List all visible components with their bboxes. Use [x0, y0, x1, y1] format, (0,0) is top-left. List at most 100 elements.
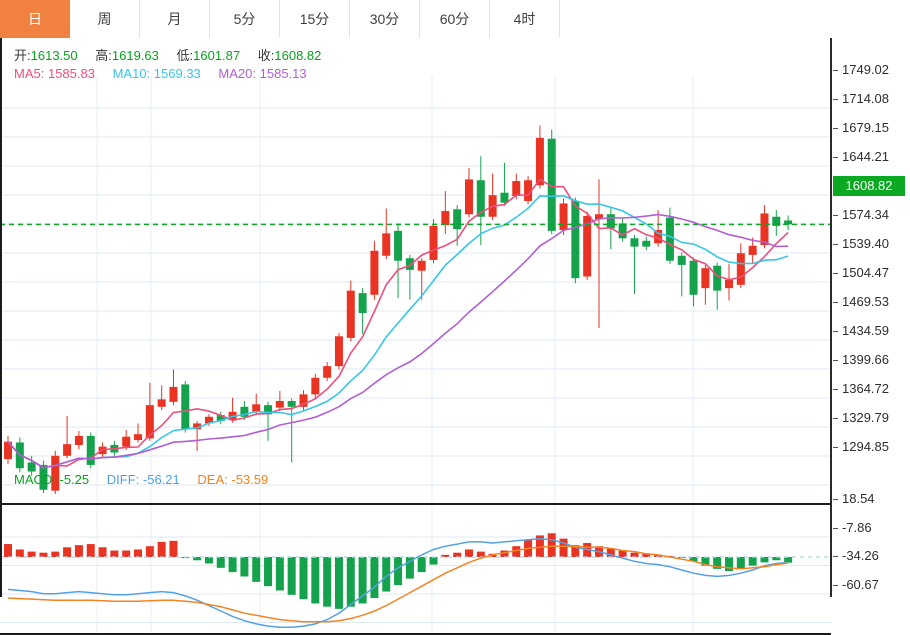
tab-week[interactable]: 周	[70, 0, 140, 38]
macd-axis-label: -60.67	[832, 577, 879, 593]
candle-body	[713, 265, 722, 291]
candle-body	[677, 255, 686, 265]
price-axis-label: 1574.34	[832, 207, 889, 223]
price-axis-label: 1714.08	[832, 91, 889, 107]
high-value: 1619.63	[111, 48, 159, 63]
macd-bar	[441, 554, 450, 558]
candle-body	[748, 245, 757, 255]
candle-body	[4, 441, 12, 460]
macd-bar	[713, 557, 722, 569]
macd-bar	[252, 557, 261, 582]
macd-bar	[476, 551, 485, 558]
chart-left-border	[0, 38, 2, 597]
macd-bar	[145, 546, 154, 558]
ma10-label: MA10:	[112, 66, 151, 81]
candle-body	[630, 238, 639, 247]
price-axis: 1608.82 1749.02 1714.08 1679.15 1644.21 1574…	[832, 38, 910, 599]
candle-body	[63, 444, 72, 456]
price-axis-label: 1504.47	[832, 265, 889, 281]
dea-value: -53.59	[231, 472, 269, 487]
ma10-value: 1569.33	[153, 66, 201, 81]
candle-body	[287, 401, 296, 407]
macd-bar	[606, 548, 615, 558]
macd-label: MACD:	[14, 472, 56, 487]
price-axis-label: 1399.66	[832, 352, 889, 368]
tab-30min[interactable]: 30分	[350, 0, 420, 38]
price-axis-label: 1644.21	[832, 149, 889, 165]
tab-15min[interactable]: 15分	[280, 0, 350, 38]
macd-bar	[394, 557, 403, 586]
macd-bar	[618, 550, 627, 558]
macd-bar	[642, 553, 651, 558]
macd-bar	[15, 549, 24, 558]
macd-bar	[429, 557, 438, 565]
macd-bar	[772, 557, 781, 561]
ma20-value: 1585.13	[259, 66, 307, 81]
candle-body	[358, 293, 367, 314]
macd-bar	[334, 557, 343, 609]
macd-bar	[453, 552, 462, 558]
macd-bar	[630, 552, 639, 558]
macd-bar	[311, 557, 320, 604]
tab-day[interactable]: 日	[0, 0, 70, 38]
macd-bar	[216, 557, 225, 568]
tab-5min[interactable]: 5分	[210, 0, 280, 38]
ma5-label: MA5:	[14, 66, 45, 81]
macd-histogram	[4, 533, 793, 609]
dea-label: DEA:	[197, 472, 228, 487]
macd-bar	[264, 557, 273, 587]
macd-bar	[736, 557, 745, 569]
macd-bar	[27, 551, 36, 558]
candle-body	[193, 423, 202, 430]
macd-bar	[571, 545, 580, 558]
candle-body	[275, 401, 284, 408]
price-axis-label: 1434.59	[832, 323, 889, 339]
macd-bar	[169, 540, 178, 558]
price-axis-label: 1329.79	[832, 410, 889, 426]
macd-bar	[464, 549, 473, 558]
candle-body	[204, 416, 213, 424]
candle-body	[27, 462, 36, 472]
open-value: 1613.50	[30, 48, 78, 63]
macd-bar	[417, 557, 426, 573]
macd-bar	[134, 549, 143, 558]
candle-body	[299, 394, 308, 407]
main-candlestick-chart[interactable]	[0, 76, 832, 503]
candle-body	[346, 290, 355, 338]
macd-bar	[559, 538, 568, 558]
candle-body	[311, 377, 320, 395]
macd-axis-label: -34.26	[832, 548, 879, 564]
tab-month[interactable]: 月	[140, 0, 210, 38]
macd-bar	[784, 557, 793, 563]
period-tabbar: 日 周 月 5分 15分 30分 60分 4时	[0, 0, 910, 39]
candle-body	[701, 268, 710, 289]
macd-bar	[204, 557, 213, 564]
macd-bar	[110, 550, 119, 558]
candle-body	[382, 233, 391, 256]
candle-body	[264, 405, 273, 415]
macd-bar	[323, 557, 332, 607]
macd-bar	[157, 541, 166, 558]
candle-body	[86, 435, 95, 465]
tab-60min[interactable]: 60分	[420, 0, 490, 38]
candle-body	[642, 240, 651, 247]
macd-readout: MACD: -5.25 DIFF: -56.21 DEA: -53.59	[14, 472, 282, 487]
macd-bar	[535, 535, 544, 558]
macd-bar	[240, 557, 249, 577]
macd-bar	[86, 544, 95, 558]
diff-value: -56.21	[142, 472, 180, 487]
close-value: 1608.82	[274, 48, 322, 63]
macd-bar	[405, 557, 414, 579]
candle-body	[441, 210, 450, 226]
candles-layer	[4, 125, 793, 494]
open-label: 开:	[14, 48, 31, 63]
candle-body	[618, 223, 627, 239]
candle-body	[512, 181, 521, 196]
macd-chart[interactable]	[0, 505, 832, 633]
macd-bar	[701, 557, 710, 566]
candle-body	[51, 455, 60, 491]
tab-4hour[interactable]: 4时	[490, 0, 560, 38]
ma5-line	[7, 178, 789, 469]
candle-body	[145, 405, 154, 439]
